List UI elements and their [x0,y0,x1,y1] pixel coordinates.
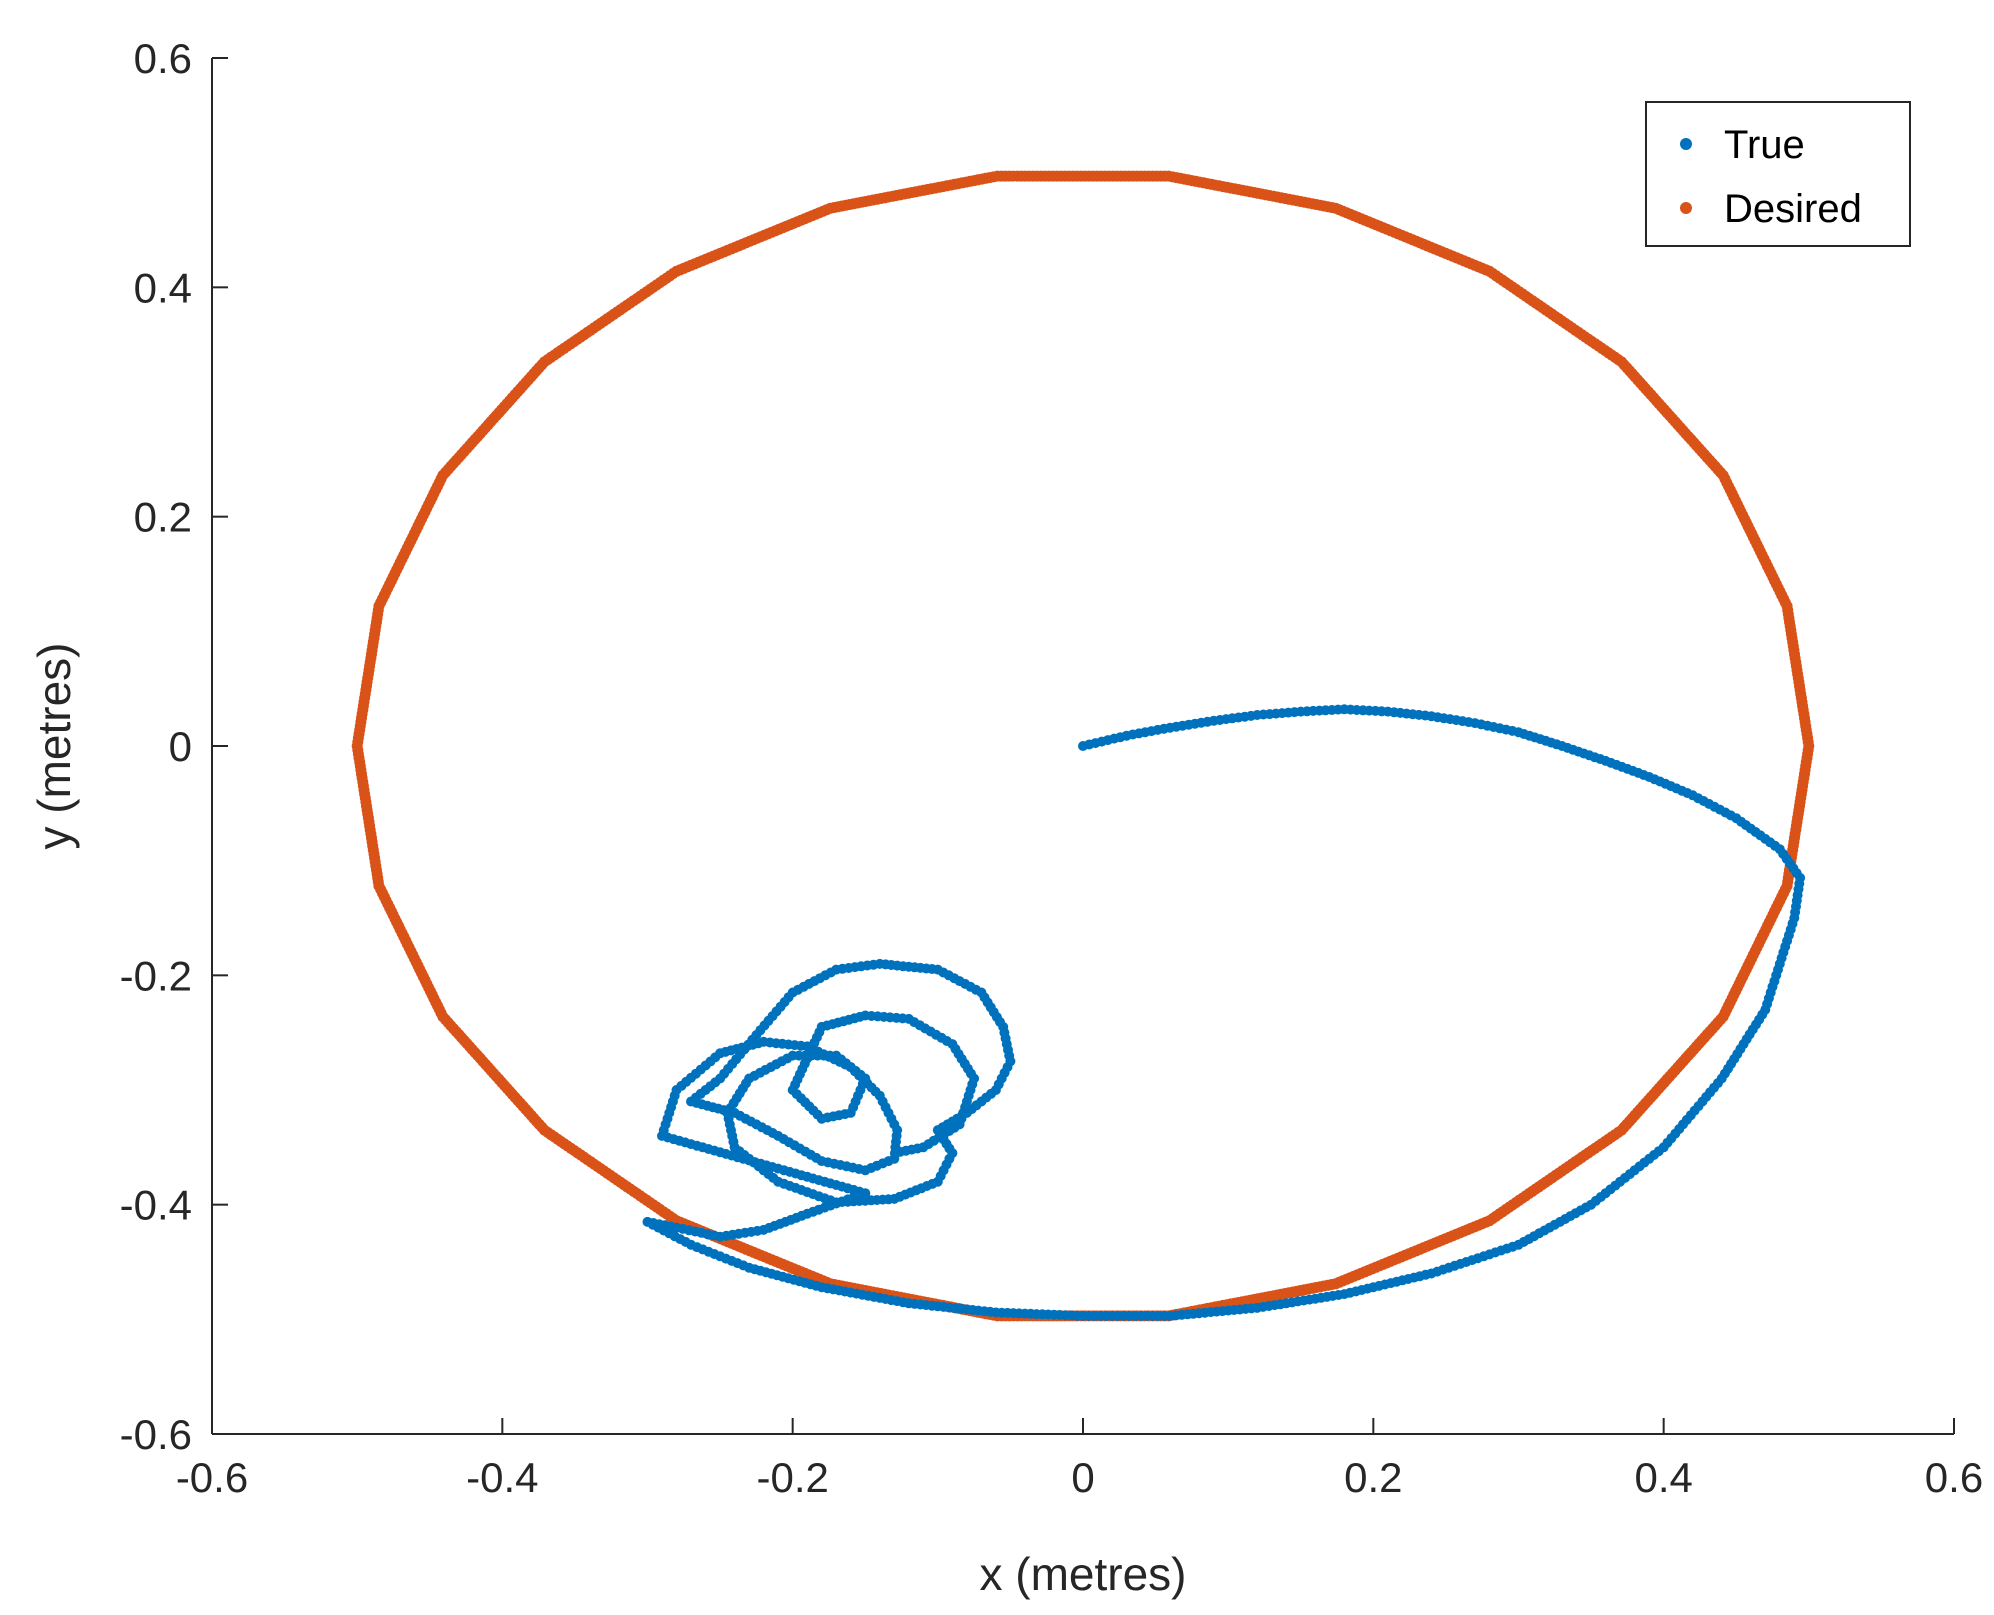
data-point [1802,744,1814,756]
legend-label-desired: Desired [1724,187,1862,231]
x-tick-label: 0.2 [1344,1454,1402,1501]
plot-area [212,58,1954,1434]
y-axis-label: y (metres) [28,643,80,850]
legend-label-true: True [1724,123,1805,167]
y-tick-label: -0.6 [120,1411,192,1458]
axes-layer: -0.6 -0.4 -0.2 0 0.2 0.4 0.6 -0.6 -0.4 -0.2 0 0.2 0.… [120,35,1984,1501]
y-tick-label: 0.2 [134,494,192,541]
x-tick-label: -0.2 [756,1454,828,1501]
x-tick-label: 0.4 [1634,1454,1692,1501]
series-layer [351,170,1815,1322]
y-tick-label: 0 [169,723,192,770]
y-tick-label: 0.4 [134,264,192,311]
x-tick-label: -0.6 [176,1454,248,1501]
legend: True Desired [1645,101,1911,247]
x-axis-label: x (metres) [980,1548,1187,1600]
x-tick-label: 0.6 [1925,1454,1983,1501]
x-tick-label: -0.4 [466,1454,538,1501]
x-tick-label: 0 [1071,1454,1094,1501]
y-tick-label: 0.6 [134,35,192,82]
y-tick-label: -0.2 [120,952,192,999]
y-tick-label: -0.4 [120,1182,192,1229]
data-point [895,1146,906,1157]
series-true [642,704,1806,1321]
legend-marker-desired [1680,202,1692,214]
legend-marker-true [1680,138,1692,150]
legend-box [1645,101,1911,247]
